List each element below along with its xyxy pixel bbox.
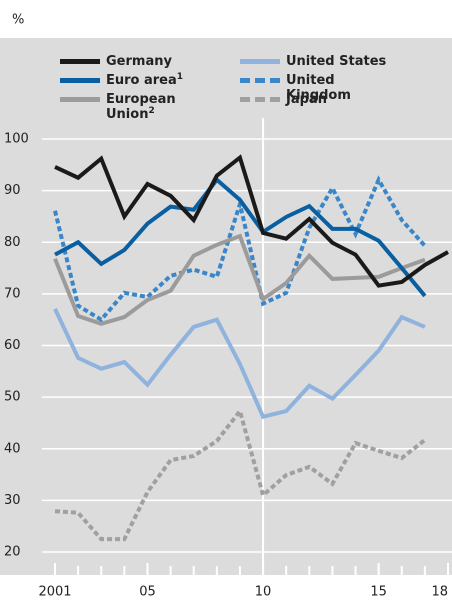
y-tick-label: 30 [4, 493, 21, 508]
y-tick-label: 60 [4, 338, 21, 353]
y-tick-label: 50 [4, 390, 21, 405]
legend-label-wrap: Germany [106, 54, 216, 69]
x-tick-label: 05 [139, 585, 156, 600]
y-tick-label: 70 [4, 286, 21, 301]
series-line [53, 307, 426, 420]
legend-swatch [60, 97, 100, 102]
legend-item: United States [240, 54, 396, 69]
series-line [53, 175, 427, 323]
series-line [54, 406, 427, 542]
legend-item: United Kingdom [240, 73, 396, 103]
x-tick-label: 10 [255, 585, 272, 600]
legend-label-wrap: United States [286, 54, 396, 69]
legend-swatch [60, 78, 100, 83]
legend-item: European Union2 [60, 92, 176, 122]
legend-label-wrap: Japan [286, 92, 396, 107]
x-tick-label: 15 [370, 585, 387, 600]
legend-label: European Union [106, 92, 176, 122]
legend-swatch [240, 59, 280, 64]
legend-footnote: 2 [148, 106, 155, 116]
y-tick-label: 40 [4, 441, 21, 456]
y-tick-label: 80 [4, 235, 21, 250]
y-tick-label: 20 [4, 545, 21, 560]
legend-label: Euro area [106, 73, 177, 88]
series-line [54, 176, 427, 298]
legend-swatch [240, 78, 280, 83]
legend-item: Euro area1 [60, 73, 216, 88]
x-tick-label: 18 [431, 585, 448, 600]
x-tick-label: 2001 [38, 585, 71, 600]
legend-item: Germany [60, 54, 216, 69]
legend-item: Japan [240, 92, 396, 107]
legend-label-wrap: European Union2 [106, 92, 176, 122]
series-line [54, 154, 449, 288]
legend-swatch [60, 59, 100, 64]
y-axis-label: % [12, 13, 24, 28]
legend-footnote: 1 [176, 72, 184, 82]
y-tick-label: 100 [4, 132, 29, 147]
legend-label-wrap: United Kingdom [286, 73, 396, 103]
legend-label: Japan [286, 92, 327, 107]
series-line [53, 233, 426, 326]
y-tick-label: 90 [4, 183, 21, 198]
legend-label: United States [286, 54, 387, 69]
legend-label-wrap: Euro area1 [106, 72, 216, 89]
legend-label: Germany [106, 54, 172, 69]
legend-swatch [240, 97, 280, 102]
legend-label: United Kingdom [286, 73, 351, 103]
